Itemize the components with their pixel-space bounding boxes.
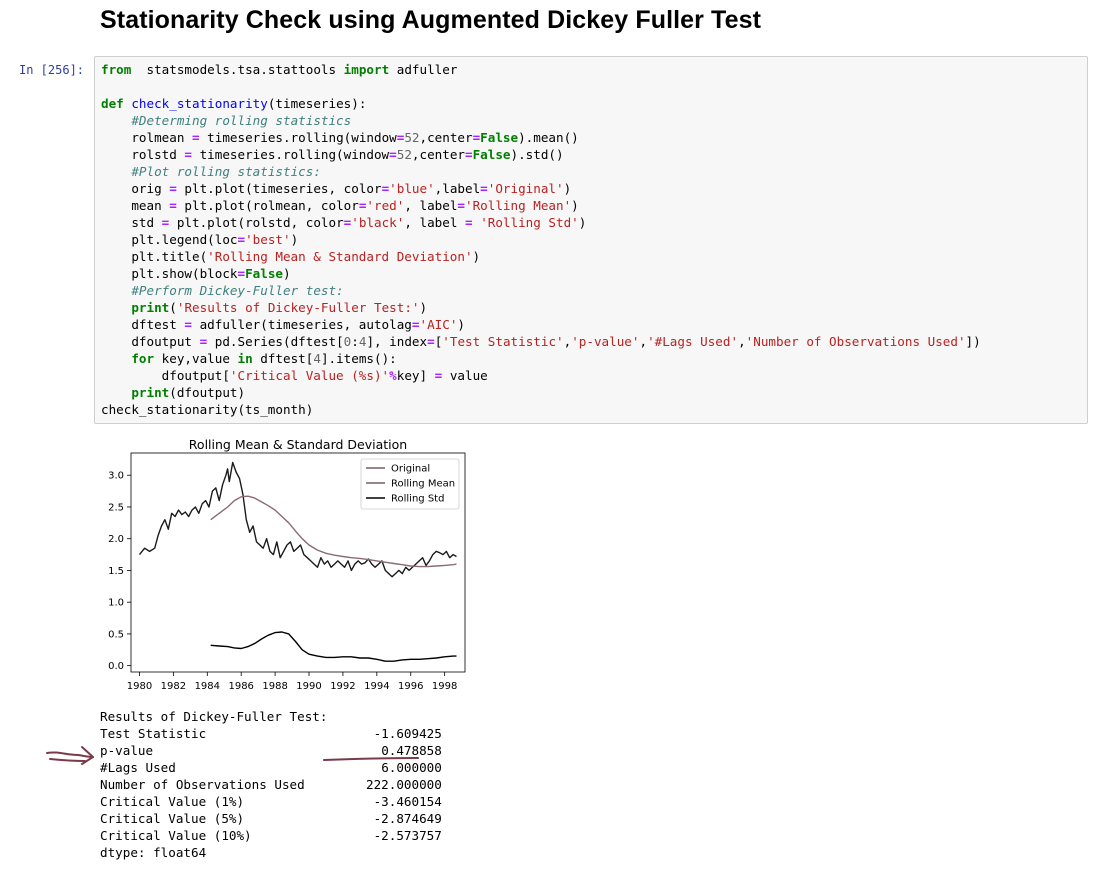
code-line: print('Results of Dickey-Fuller Test:') (131, 300, 428, 315)
code-line: print(dfoutput) (131, 385, 246, 400)
code-editor[interactable]: from statsmodels.tsa.stattools import ad… (101, 61, 981, 418)
y-tick-label: 2.5 (108, 502, 124, 513)
chart-title: Rolling Mean & Standard Deviation (189, 437, 407, 452)
code-line: dfoutput = pd.Series(dftest[0:4], index=… (101, 334, 981, 349)
y-tick-label: 1.5 (108, 566, 124, 577)
x-tick-label: 1994 (364, 681, 389, 692)
output-row-value: -1.609425 (373, 726, 442, 741)
hand-drawn-arrow-icon (46, 746, 94, 765)
output-row-label: Critical Value (1%) (100, 794, 245, 809)
output-row-label: Number of Observations Used (100, 777, 305, 792)
series-line-rolling-std (210, 631, 457, 662)
x-tick-label: 1982 (161, 681, 186, 692)
cell-output: Results of Dickey-Fuller Test: Test Stati… (100, 708, 442, 861)
code-line: dfoutput['Critical Value (%s)'%key] = va… (101, 368, 488, 383)
y-tick-label: 2.0 (108, 534, 124, 545)
x-tick-label: 1988 (262, 681, 287, 692)
code-line: orig = plt.plot(timeseries, color='blue'… (101, 181, 572, 196)
rolling-chart: Rolling Mean & Standard Deviation 1980 198… (96, 434, 476, 694)
y-tick-label: 3.0 (108, 471, 124, 482)
legend-label: Rolling Mean (391, 479, 455, 490)
output-row-value: 6.000000 (381, 760, 442, 775)
code-line: def check_stationarity(timeseries): (101, 96, 367, 111)
legend-label: Rolling Std (391, 494, 444, 505)
code-line: rolmean = timeseries.rolling(window=52,c… (101, 130, 579, 145)
rolling-chart-svg: Rolling Mean & Standard Deviation 1980 198… (108, 437, 466, 692)
x-tick-label: 1986 (228, 681, 253, 692)
code-line: #Perform Dickey-Fuller test: (131, 283, 344, 298)
output-dtype: dtype: float64 (100, 845, 207, 860)
output-row: Critical Value (1%) -3.460154 (100, 793, 442, 810)
output-row-label: #Lags Used (100, 760, 176, 775)
output-row: Critical Value (5%) -2.874649 (100, 810, 442, 827)
code-line (101, 78, 981, 95)
output-row-label: Test Statistic (100, 726, 207, 741)
output-header: Results of Dickey-Fuller Test: (100, 709, 328, 724)
y-tick-label: 0.5 (108, 629, 124, 640)
code-line: plt.show(block=False) (101, 266, 291, 281)
code-line: #Plot rolling statistics: (131, 164, 321, 179)
x-tick-label: 1980 (127, 681, 152, 692)
output-row-value: 222.000000 (366, 777, 442, 792)
x-tick-label: 1984 (195, 681, 220, 692)
code-line: dftest = adfuller(timeseries, autolag='A… (101, 317, 465, 332)
output-row-value: -2.874649 (373, 811, 442, 826)
notebook-heading: Stationarity Check using Augmented Dicke… (100, 6, 762, 34)
output-row: Critical Value (10%) -2.573757 (100, 827, 442, 844)
code-cell[interactable] (94, 56, 1088, 424)
x-tick-label: 1992 (330, 681, 355, 692)
series-line-original (138, 461, 457, 578)
code-line: std = plt.plot(rolstd, color='black', la… (101, 215, 587, 230)
output-row-value: 0.478858 (381, 743, 442, 758)
x-tick-label: 1996 (398, 681, 423, 692)
code-line: plt.title('Rolling Mean & Standard Devia… (101, 249, 481, 264)
output-row: p-value 0.478858 (100, 742, 442, 759)
series-line-rolling-mean (210, 495, 457, 568)
output-row: #Lags Used 6.000000 (100, 759, 442, 776)
code-line: #Determing rolling statistics (131, 113, 352, 128)
output-row: Test Statistic -1.609425 (100, 725, 442, 742)
code-line: rolstd = timeseries.rolling(window=52,ce… (101, 147, 564, 162)
legend-label: Original (391, 464, 430, 475)
output-row-value: -2.573757 (373, 828, 442, 843)
output-row-label: Critical Value (10%) (100, 828, 252, 843)
y-tick-label: 0.0 (108, 661, 124, 672)
output-row: Number of Observations Used 222.000000 (100, 776, 442, 793)
code-line: for key,value in dftest[4].items(): (131, 351, 397, 366)
y-tick-label: 1.0 (108, 598, 124, 609)
code-line: mean = plt.plot(rolmean, color='red', la… (101, 198, 579, 213)
output-row-label: p-value (100, 743, 154, 758)
legend-box (360, 458, 460, 510)
cell-prompt: In [256]: (19, 63, 85, 77)
x-tick-label: 1990 (296, 681, 321, 692)
output-row-value: -3.460154 (373, 794, 442, 809)
x-tick-label: 1998 (432, 681, 457, 692)
code-line: from statsmodels.tsa.stattools import ad… (101, 62, 458, 77)
code-line: check_stationarity(ts_month) (101, 402, 314, 417)
code-line: plt.legend(loc='best') (101, 232, 299, 247)
output-row-label: Critical Value (5%) (100, 811, 245, 826)
